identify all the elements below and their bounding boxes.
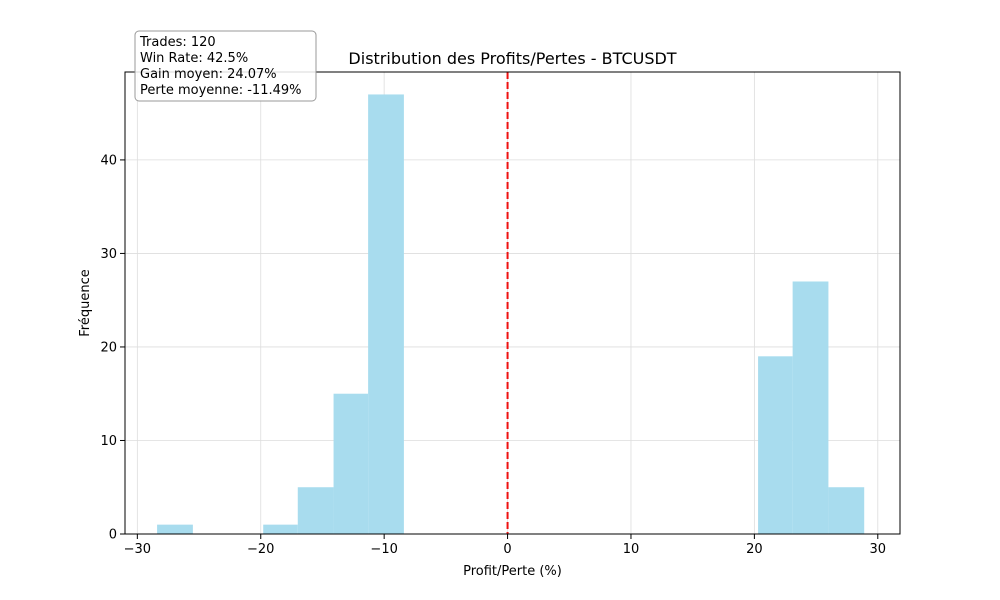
y-axis-title: Fréquence — [78, 269, 93, 336]
x-tick-label: −20 — [247, 542, 274, 557]
histogram-bar — [297, 487, 334, 534]
stats-win-rate: Win Rate: 42.5% — [140, 51, 248, 66]
x-tick-label: −10 — [370, 542, 397, 557]
stats-trades: Trades: 120 — [139, 35, 216, 50]
y-tick-label: 10 — [100, 434, 117, 449]
y-axis-ticks: 0 10 20 30 40 — [100, 153, 125, 543]
stats-box: Trades: 120 Win Rate: 42.5% Gain moyen: … — [134, 30, 317, 102]
x-axis-title: Profit/Perte (%) — [463, 564, 562, 579]
histogram-bar — [368, 94, 404, 534]
y-tick-label: 0 — [109, 528, 117, 543]
x-tick-label: 0 — [503, 542, 511, 557]
x-tick-label: −30 — [124, 542, 151, 557]
histogram-bar — [828, 487, 865, 534]
histogram-bar — [333, 393, 369, 534]
y-tick-label: 30 — [100, 247, 117, 262]
y-tick-label: 40 — [100, 153, 117, 168]
stats-box-background — [134, 30, 317, 102]
histogram-bar — [263, 524, 298, 534]
histogram-bars — [157, 94, 865, 534]
x-tick-label: 30 — [870, 542, 887, 557]
y-tick-label: 20 — [100, 340, 117, 355]
histogram-bar — [792, 281, 829, 534]
histogram-bar — [758, 356, 793, 534]
stats-avg-loss: Perte moyenne: -11.49% — [140, 83, 302, 98]
histogram-bar — [157, 524, 193, 534]
plot-frame — [124, 71, 901, 535]
chart-title: Distribution des Profits/Pertes - BTCUSD… — [348, 49, 676, 68]
x-axis-ticks: −30 −20 −10 0 10 20 30 — [124, 534, 886, 557]
stats-avg-gain: Gain moyen: 24.07% — [140, 67, 277, 82]
x-tick-label: 10 — [623, 542, 640, 557]
x-tick-label: 20 — [746, 542, 763, 557]
